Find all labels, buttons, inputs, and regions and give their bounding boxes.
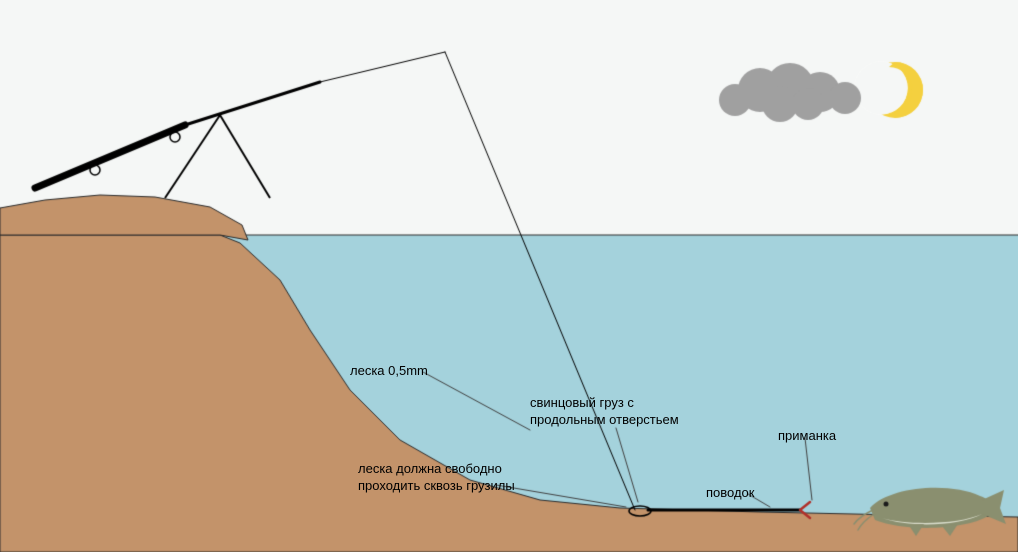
label-sinker: свинцовый груз с продольным отверстьем	[530, 395, 679, 429]
label-line-note: леска должна свободно проходить сквозь г…	[358, 461, 515, 495]
label-leader: поводок	[706, 485, 754, 502]
label-line-thickness: леска 0,5mm	[350, 363, 428, 380]
label-bait: приманка	[778, 428, 836, 445]
